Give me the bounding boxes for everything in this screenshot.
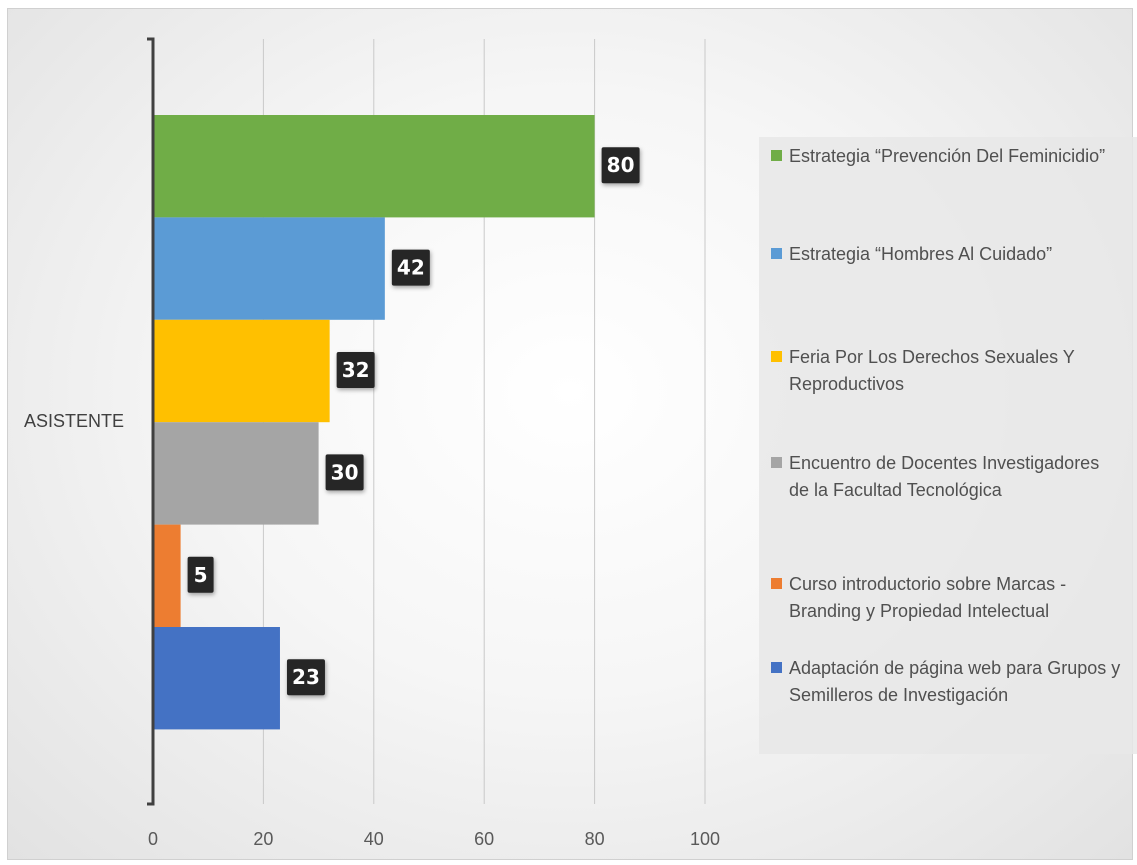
legend-swatch	[771, 150, 782, 161]
bar	[153, 217, 385, 320]
data-label: 30	[325, 454, 364, 491]
data-label-text: 30	[331, 460, 359, 484]
data-label-text: 5	[194, 563, 208, 587]
legend-swatch	[771, 662, 782, 673]
x-tick-label: 80	[585, 829, 605, 849]
data-label-box	[325, 454, 364, 491]
x-tick-label: 0	[148, 829, 158, 849]
category-label: ASISTENTE	[24, 411, 124, 431]
data-label: 42	[391, 249, 430, 286]
data-label: 5	[187, 556, 214, 593]
data-label-text: 32	[342, 358, 370, 382]
legend-item: Encuentro de Docentes Investigadores de …	[771, 450, 1121, 504]
data-label-box	[601, 147, 640, 184]
legend-item: Estrategia “Hombres Al Cuidado”	[771, 241, 1121, 268]
legend: Estrategia “Prevención Del Feminicidio” E…	[759, 137, 1137, 754]
data-label-text: 42	[397, 256, 425, 280]
legend-swatch	[771, 351, 782, 362]
x-tick-label: 60	[474, 829, 494, 849]
legend-label: Adaptación de página web para Grupos y S…	[789, 658, 1121, 705]
x-tick-label: 40	[364, 829, 384, 849]
x-tick-label: 20	[253, 829, 273, 849]
legend-item: Feria Por Los Derechos Sexuales Y Reprod…	[771, 344, 1121, 398]
data-label-text: 23	[292, 665, 320, 689]
legend-swatch	[771, 457, 782, 468]
data-label: 80	[601, 147, 640, 184]
legend-label: Feria Por Los Derechos Sexuales Y Reprod…	[789, 347, 1075, 394]
data-label-box	[391, 249, 430, 286]
legend-label: Estrategia “Hombres Al Cuidado”	[789, 244, 1053, 264]
legend-swatch	[771, 248, 782, 259]
bar	[153, 422, 319, 525]
legend-label: Estrategia “Prevención Del Feminicidio”	[789, 146, 1106, 166]
legend-item: Estrategia “Prevención Del Feminicidio”	[771, 143, 1121, 170]
data-label: 23	[286, 659, 325, 696]
legend-label: Encuentro de Docentes Investigadores de …	[789, 453, 1100, 500]
bar	[153, 115, 595, 218]
data-label-box	[336, 352, 375, 388]
legend-label: Curso introductorio sobre Marcas - Brand…	[789, 574, 1067, 621]
legend-swatch	[771, 578, 782, 589]
legend-item: Adaptación de página web para Grupos y S…	[771, 655, 1121, 709]
legend-item: Curso introductorio sobre Marcas - Brand…	[771, 571, 1121, 625]
bar	[153, 319, 330, 423]
data-label-box	[286, 659, 325, 696]
data-label-text: 80	[607, 153, 635, 177]
y-axis-line	[147, 37, 155, 806]
chart-area: 80 42 32 30 5 23 0 20 40 60 80 100 ASISTENTE Estrate…	[7, 8, 1137, 860]
x-tick-label: 100	[690, 829, 720, 849]
data-label-box	[187, 556, 214, 593]
bar-chart: 80 42 32 30 5 23 0 20 40 60 80 100 ASISTENTE	[24, 37, 720, 849]
data-label: 32	[336, 352, 375, 388]
bar	[153, 627, 280, 730]
bar	[153, 524, 181, 627]
